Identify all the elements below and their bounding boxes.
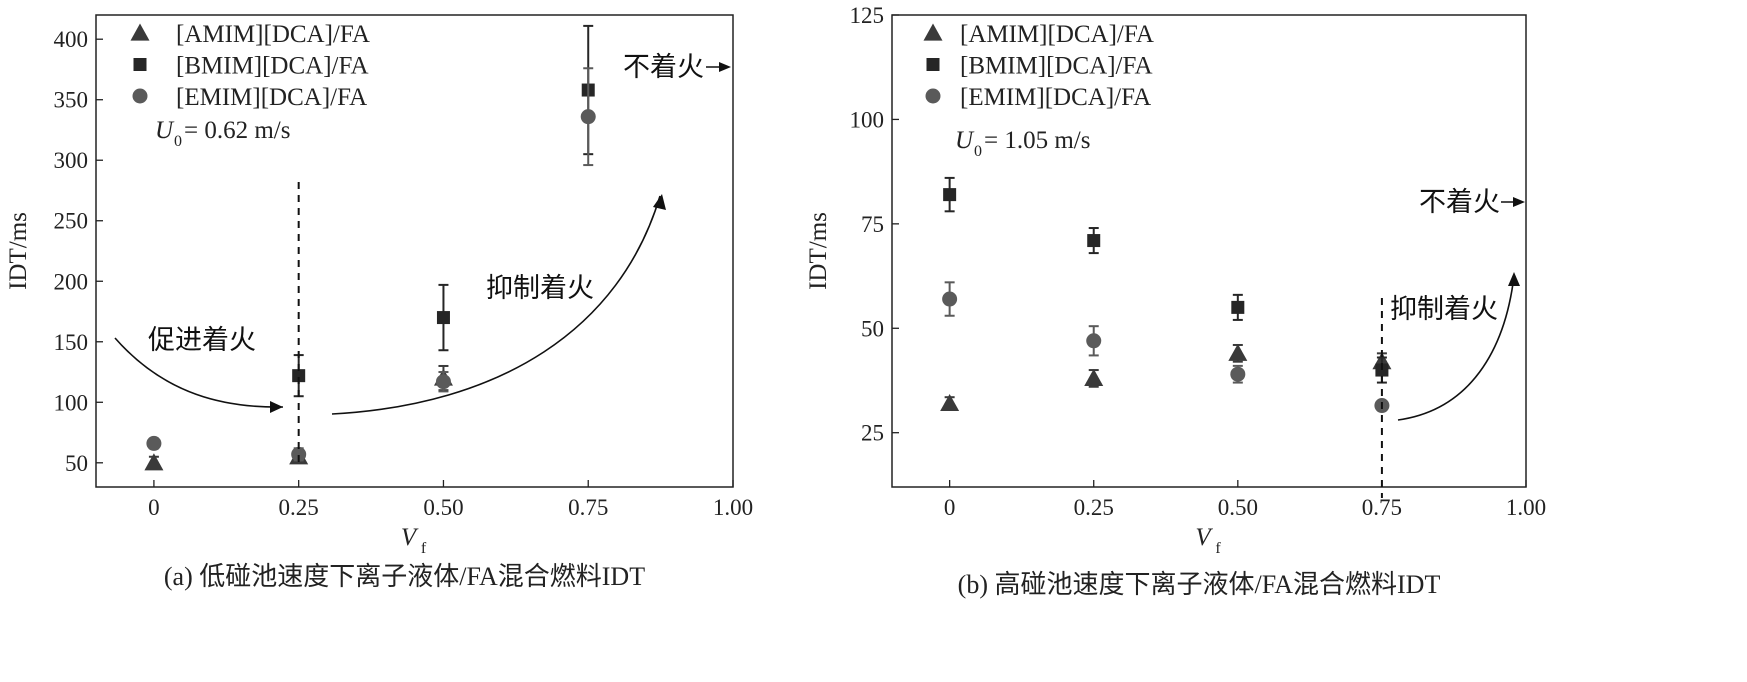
y-tick-label: 100: [54, 390, 89, 415]
x-tick-label: 0.75: [1362, 495, 1402, 520]
data-point: [1087, 234, 1101, 248]
y-tick-label: 50: [861, 316, 884, 341]
data-point: [292, 369, 306, 383]
legend-label: [AMIM][DCA]/FA: [960, 21, 1154, 48]
x-tick-label: 0.75: [568, 495, 608, 520]
data-point: [1375, 363, 1389, 377]
x-tick-label: 0.50: [1218, 495, 1258, 520]
suppress-label: 抑制着火: [486, 273, 594, 304]
suppress-arrow-head: [653, 194, 666, 210]
panel-caption: (b) 高碰池速度下离子液体/FA混合燃料IDT: [958, 570, 1441, 599]
data-point: [942, 291, 958, 307]
y-tick-label: 300: [54, 148, 89, 173]
data-point: [580, 109, 596, 125]
x-tick-label: 0.25: [279, 495, 319, 520]
x-axis-label: V: [401, 524, 419, 551]
y-axis-label: IDT/ms: [5, 212, 32, 290]
velocity-value: = 0.62 m/s: [184, 117, 290, 144]
data-point: [940, 393, 960, 412]
x-axis-label-subscript: f: [421, 540, 427, 557]
velocity-subscript: 0: [974, 143, 982, 160]
y-tick-label: 50: [65, 451, 88, 476]
data-point: [146, 435, 162, 451]
data-point: [144, 453, 164, 471]
legend-marker: [133, 58, 147, 71]
legend-marker: [926, 58, 940, 71]
legend-marker: [925, 88, 941, 104]
x-tick-label: 0: [148, 495, 160, 520]
legend-label: [AMIM][DCA]/FA: [176, 21, 370, 48]
legend-marker: [130, 23, 150, 41]
x-tick-label: 0.25: [1074, 495, 1114, 520]
data-point: [291, 446, 307, 462]
y-tick-label: 250: [54, 209, 89, 234]
panel-b: 0 0.25 0.50 0.75 1.00 25 50 75 100 125 IDT/ms V f (b)…: [805, 3, 1546, 599]
data-point: [436, 311, 450, 325]
panel-caption: (a) 低碰池速度下离子液体/FA混合燃料IDT: [164, 562, 645, 591]
legend-marker: [132, 88, 148, 104]
y-tick-label: 100: [850, 107, 885, 132]
no-ignition-arrow-head: [719, 62, 731, 72]
plot-frame: [891, 14, 1527, 488]
x-tick-label: 1.00: [1506, 495, 1546, 520]
no-ignition-label: 不着火: [1419, 187, 1500, 218]
y-tick-label: 25: [861, 421, 884, 446]
promote-label: 促进着火: [148, 325, 256, 356]
y-tick-label: 150: [54, 330, 89, 355]
no-ignition-arrow-head: [1513, 197, 1525, 207]
y-tick-label: 200: [54, 269, 89, 294]
data-point: [1086, 333, 1102, 349]
suppress-arrow-curve: [1397, 275, 1515, 421]
velocity-symbol: U: [155, 117, 175, 144]
velocity-value: = 1.05 m/s: [984, 127, 1090, 154]
promote-arrow-head: [270, 401, 283, 413]
data-point: [1228, 343, 1248, 361]
y-tick-label: 75: [861, 212, 884, 237]
data-point: [1084, 368, 1104, 386]
x-tick-label: 0.50: [423, 495, 463, 520]
data-point: [435, 374, 451, 390]
x-tick-label: 1.00: [713, 495, 753, 520]
legend-label: [EMIM][DCA]/FA: [176, 84, 367, 111]
velocity-symbol: U: [955, 127, 975, 154]
y-tick-label: 125: [850, 3, 885, 28]
legend-marker: [923, 23, 943, 41]
x-axis-label: V: [1195, 524, 1213, 551]
panel-a: 0 0.25 0.50 0.75 1.00 50 100 150 200 250 300 350 400…: [5, 14, 753, 591]
suppress-arrow-curve: [331, 195, 661, 415]
y-axis-label: IDT/ms: [805, 212, 832, 290]
x-tick-label: 0: [944, 495, 956, 520]
plot-frame: [95, 14, 734, 488]
x-axis-label-subscript: f: [1215, 540, 1221, 557]
legend-label: [BMIM][DCA]/FA: [960, 53, 1153, 80]
suppress-label: 抑制着火: [1390, 294, 1498, 325]
data-point: [1230, 366, 1246, 382]
no-ignition-label: 不着火: [623, 52, 704, 83]
y-tick-label: 350: [54, 88, 89, 113]
data-point: [943, 188, 957, 202]
promote-arrow-curve: [114, 337, 284, 408]
suppress-arrow-head: [1508, 272, 1520, 286]
velocity-subscript: 0: [174, 133, 182, 150]
legend-label: [BMIM][DCA]/FA: [176, 53, 369, 80]
data-point: [1231, 300, 1245, 314]
legend-label: [EMIM][DCA]/FA: [960, 84, 1151, 111]
y-tick-label: 400: [54, 27, 89, 52]
